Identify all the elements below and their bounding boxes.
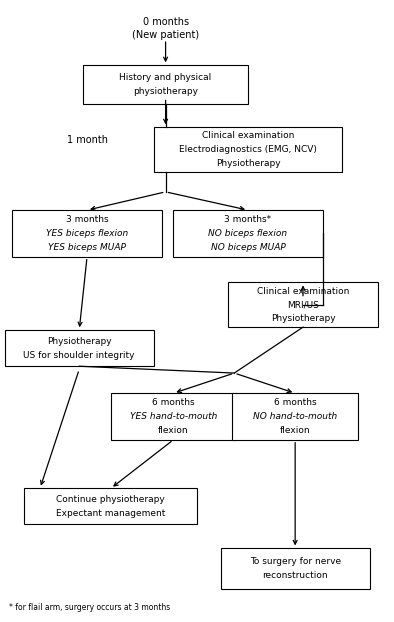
Text: reconstruction: reconstruction (262, 571, 328, 580)
Text: Continue physiotherapy: Continue physiotherapy (56, 495, 165, 504)
FancyBboxPatch shape (154, 128, 342, 172)
Text: * for flail arm, surgery occurs at 3 months: * for flail arm, surgery occurs at 3 mon… (9, 603, 170, 612)
Text: US for shoulder integrity: US for shoulder integrity (24, 351, 135, 360)
Text: Physiotherapy: Physiotherapy (47, 337, 112, 346)
Text: Clinical examination: Clinical examination (202, 131, 294, 141)
FancyBboxPatch shape (229, 282, 377, 327)
Text: NO biceps MUAP: NO biceps MUAP (211, 243, 285, 251)
Text: MRI/US: MRI/US (287, 300, 319, 309)
Text: YES biceps flexion: YES biceps flexion (46, 229, 128, 238)
Text: YES biceps MUAP: YES biceps MUAP (48, 243, 126, 251)
FancyBboxPatch shape (13, 210, 162, 257)
FancyBboxPatch shape (5, 330, 154, 366)
Text: Clinical examination: Clinical examination (257, 287, 349, 295)
Text: flexion: flexion (158, 425, 189, 435)
Text: Physiotherapy: Physiotherapy (271, 314, 335, 323)
Text: To surgery for nerve: To surgery for nerve (249, 557, 341, 566)
Text: 1 month: 1 month (67, 136, 108, 146)
Text: flexion: flexion (280, 425, 310, 435)
Text: NO biceps flexion: NO biceps flexion (208, 229, 288, 238)
Text: Electrodiagnostics (EMG, NCV): Electrodiagnostics (EMG, NCV) (179, 145, 317, 154)
Text: History and physical: History and physical (119, 73, 212, 82)
Text: 6 months: 6 months (152, 398, 195, 407)
Text: 3 months*: 3 months* (225, 215, 271, 225)
Text: 6 months: 6 months (274, 398, 316, 407)
FancyBboxPatch shape (173, 210, 323, 257)
Text: physiotherapy: physiotherapy (133, 87, 198, 96)
Text: NO hand-to-mouth: NO hand-to-mouth (253, 412, 337, 421)
FancyBboxPatch shape (24, 488, 197, 524)
Text: Expectant management: Expectant management (56, 509, 165, 518)
Text: 3 months: 3 months (66, 215, 108, 225)
Text: YES hand-to-mouth: YES hand-to-mouth (130, 412, 217, 421)
Text: 0 months
(New patient): 0 months (New patient) (132, 17, 199, 40)
FancyBboxPatch shape (221, 549, 370, 589)
FancyBboxPatch shape (111, 393, 236, 440)
FancyBboxPatch shape (83, 65, 248, 104)
Text: Physiotherapy: Physiotherapy (216, 159, 281, 168)
FancyBboxPatch shape (232, 393, 358, 440)
